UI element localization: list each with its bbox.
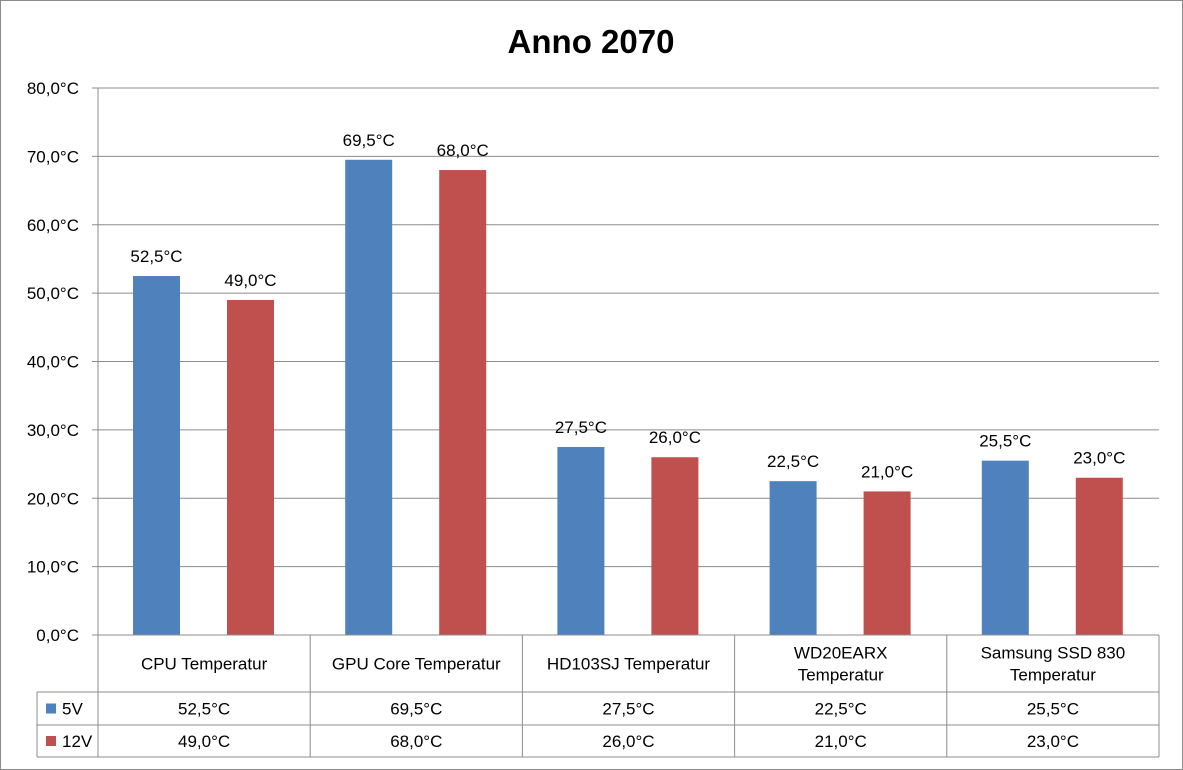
- data-label: 69,5°C: [343, 131, 395, 150]
- category-label: HD103SJ Temperatur: [547, 655, 710, 674]
- category-label: CPU Temperatur: [141, 655, 268, 674]
- table-cell: 25,5°C: [1027, 700, 1079, 719]
- bar-12v-1: [439, 170, 487, 636]
- y-tick-label: 10,0°C: [27, 558, 79, 577]
- legend-key-12v: [46, 736, 56, 746]
- table-cell: 22,5°C: [815, 700, 867, 719]
- chart-title: Anno 2070: [508, 23, 675, 60]
- data-label: 68,0°C: [437, 141, 489, 160]
- legend-label: 12V: [62, 732, 93, 751]
- bar-12v-3: [863, 491, 911, 635]
- bar-5v-0: [133, 276, 180, 635]
- table-cell: 23,0°C: [1027, 732, 1079, 751]
- bar-12v-0: [227, 299, 274, 635]
- table-cell: 21,0°C: [815, 732, 867, 751]
- data-label: 22,5°C: [767, 452, 819, 471]
- y-tick-label: 0,0°C: [36, 626, 79, 645]
- bar-5v-4: [981, 460, 1029, 635]
- y-tick-label: 70,0°C: [27, 147, 79, 166]
- table-cell: 49,0°C: [178, 732, 230, 751]
- y-tick-label: 40,0°C: [27, 353, 79, 372]
- y-tick-label: 20,0°C: [27, 489, 79, 508]
- table-cell: 26,0°C: [602, 732, 654, 751]
- category-label: WD20EARX: [794, 644, 888, 663]
- data-label: 21,0°C: [861, 462, 913, 481]
- legend-label: 5V: [62, 700, 83, 719]
- category-label: Samsung SSD 830: [981, 644, 1126, 663]
- data-label: 52,5°C: [130, 247, 182, 266]
- y-tick-label: 50,0°C: [27, 284, 79, 303]
- table-cell: 69,5°C: [390, 700, 442, 719]
- bar-12v-4: [1075, 477, 1123, 635]
- data-label: 26,0°C: [649, 428, 701, 447]
- data-label: 27,5°C: [555, 418, 607, 437]
- table-cell: 52,5°C: [178, 700, 230, 719]
- data-label: 49,0°C: [224, 271, 276, 290]
- data-label: 23,0°C: [1073, 449, 1125, 468]
- y-tick-label: 60,0°C: [27, 216, 79, 235]
- category-label: GPU Core Temperatur: [332, 655, 501, 674]
- category-label: Temperatur: [798, 666, 884, 685]
- bar-5v-2: [557, 446, 605, 635]
- table-cell: 68,0°C: [390, 732, 442, 751]
- bar-5v-1: [345, 159, 393, 635]
- category-label: Temperatur: [1010, 666, 1096, 685]
- bar-5v-3: [769, 481, 817, 635]
- y-tick-label: 30,0°C: [27, 421, 79, 440]
- legend-key-5v: [46, 703, 56, 714]
- bar-12v-2: [651, 457, 699, 635]
- y-tick-label: 80,0°C: [27, 79, 79, 98]
- table-cell: 27,5°C: [602, 700, 654, 719]
- data-label: 25,5°C: [979, 432, 1031, 451]
